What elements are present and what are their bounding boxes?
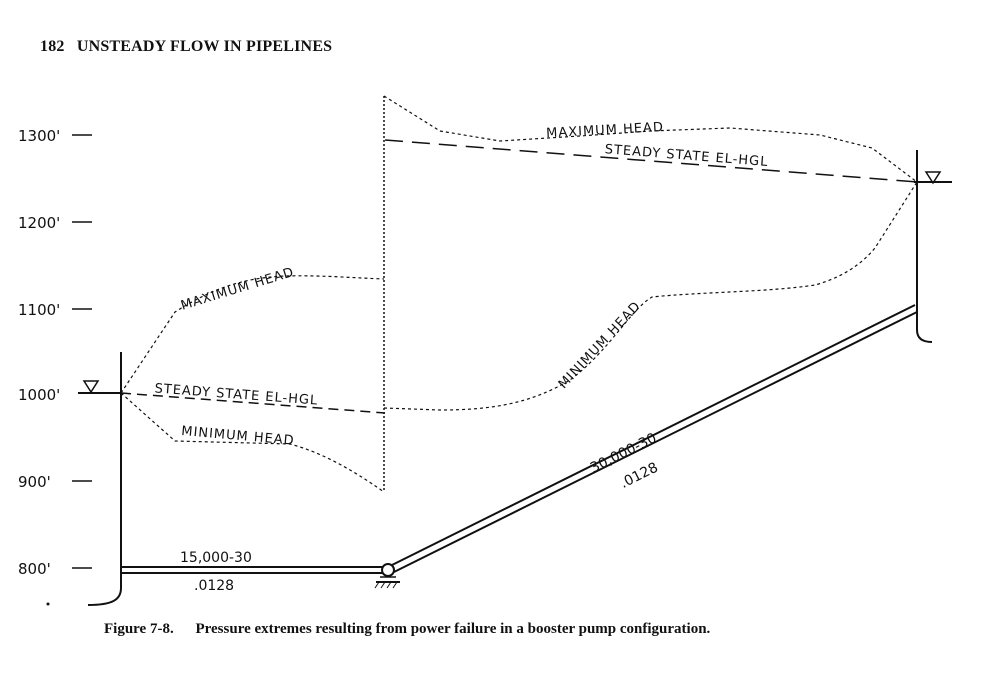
y-tick-label-1000: 1000' [18, 386, 60, 404]
y-tick-label-1300: 1300' [18, 127, 60, 145]
label-left-minimum-head: MINIMUM HEAD [181, 424, 295, 449]
upper-pipe-friction: .0128 [618, 460, 661, 492]
lower-pipe-friction: .0128 [194, 578, 234, 594]
y-axis: 1300' 1200' 1100' 1000' 900' 800' [18, 127, 92, 578]
pump-icon [381, 563, 395, 577]
lower-pipe: 15,000-30 .0128 [121, 550, 385, 594]
water-level-triangle-icon [924, 171, 942, 185]
y-tick-label-1100: 1100' [18, 301, 60, 319]
booster-pump [374, 563, 400, 589]
maximum-head-envelope [120, 95, 918, 394]
running-head: 182 UNSTEADY FLOW IN PIPELINES [40, 38, 332, 56]
label-left-maximum-head: MAXIMUM HEAD [179, 265, 296, 314]
steady-state-hgl [120, 139, 918, 414]
upper-reservoir [914, 150, 952, 343]
figure-caption-text: Pressure extremes resulting from power f… [195, 621, 711, 637]
lower-reservoir [78, 352, 122, 606]
steady-state-hgl-upper [384, 139, 918, 183]
maximum-head-lower [120, 275, 385, 394]
water-level-triangle-icon [82, 380, 100, 394]
y-tick-label-800: 800' [18, 560, 51, 578]
figure-caption: Figure 7-8. Pressure extremes resulting … [104, 621, 924, 638]
upper-pipe: 30,000-30 .0128 [391, 304, 918, 573]
page-number: 182 [40, 38, 65, 55]
lower-reservoir-base [87, 587, 122, 606]
minimum-head-upper [383, 181, 918, 411]
label-left-steady-state: STEADY STATE EL-HGL [154, 381, 319, 408]
label-right-minimum-head: MINIMUM HEAD [556, 299, 644, 392]
lower-pipe-spec: 15,000-30 [180, 550, 252, 566]
label-right-steady-state: STEADY STATE EL-HGL [604, 142, 769, 170]
y-tick-label-900: 900' [18, 473, 51, 491]
minimum-head-envelope [120, 181, 918, 493]
annotations: MAXIMUM HEAD STEADY STATE EL-HGL MINIMUM… [154, 120, 769, 449]
scan-speck [46, 602, 50, 606]
upper-reservoir-base [916, 308, 933, 343]
y-tick-label-1200: 1200' [18, 214, 60, 232]
steady-state-hgl-lower [120, 392, 386, 414]
maximum-head-upper [383, 95, 918, 183]
minimum-head-lower [120, 392, 385, 493]
figure-caption-label: Figure 7-8. [104, 621, 174, 637]
label-right-maximum-head: MAXIMUM HEAD [546, 120, 664, 141]
running-title: UNSTEADY FLOW IN PIPELINES [76, 38, 333, 55]
